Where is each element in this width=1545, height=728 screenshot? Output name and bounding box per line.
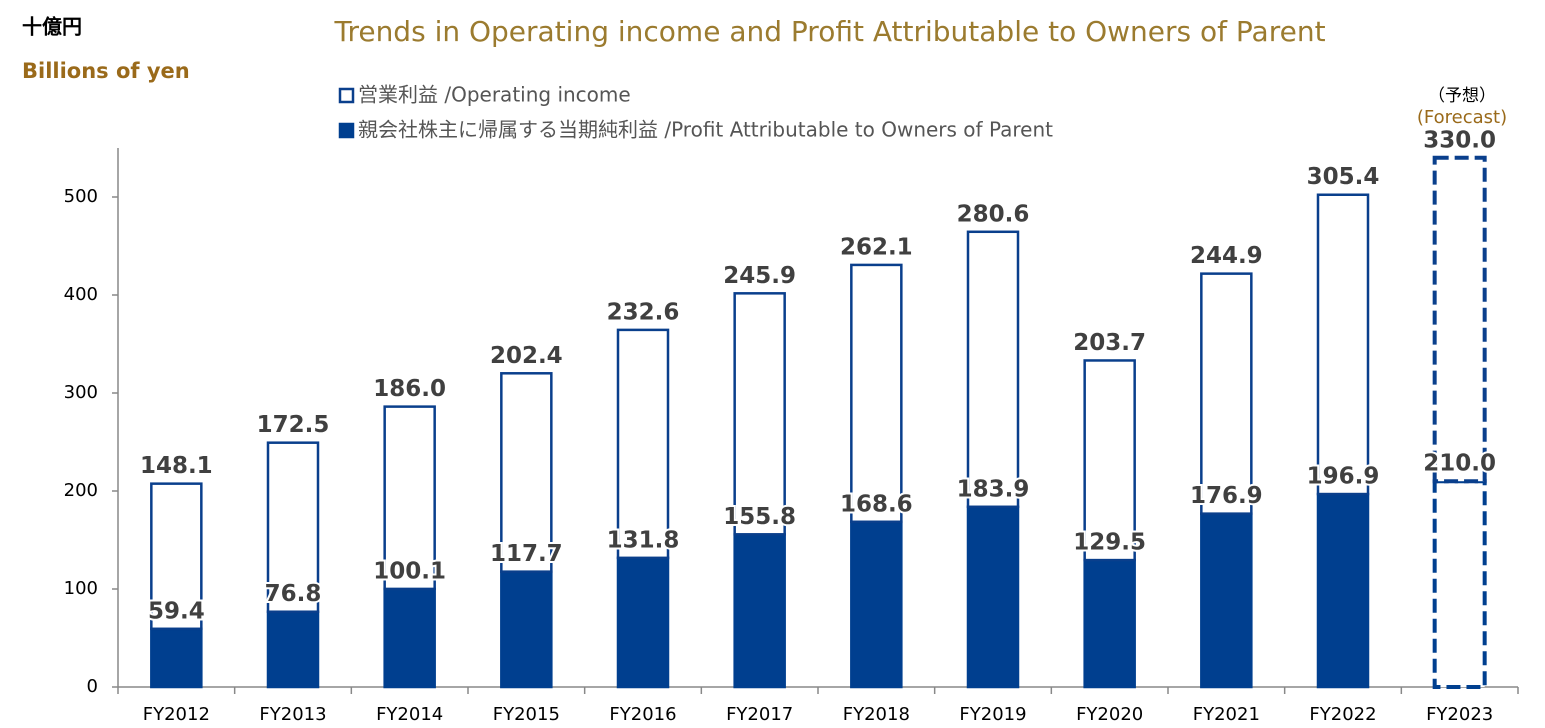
data-label: 59.4 bbox=[148, 598, 205, 624]
legend-label: 親会社株主に帰属する当期純利益 /Profit Attributable to … bbox=[358, 118, 1053, 142]
legend-label: 営業利益 /Operating income bbox=[358, 83, 631, 107]
data-label: 186.0 bbox=[373, 376, 446, 402]
y-tick-label: 400 bbox=[64, 284, 98, 305]
bar-segment bbox=[966, 230, 1020, 509]
bar-segment bbox=[383, 587, 436, 689]
bar-segment bbox=[850, 263, 903, 524]
bar-segment bbox=[616, 328, 670, 560]
x-tick-label: FY2017 bbox=[726, 704, 793, 725]
data-label: 172.5 bbox=[257, 412, 330, 438]
bar-segment bbox=[733, 533, 786, 689]
bar-segment bbox=[850, 520, 903, 689]
bar-segment bbox=[1316, 492, 1370, 689]
x-tick-label: FY2018 bbox=[843, 704, 910, 725]
bar-segment bbox=[150, 482, 203, 631]
bar-segment bbox=[266, 610, 320, 689]
data-label: 262.1 bbox=[840, 234, 913, 260]
bar-segment bbox=[1316, 193, 1370, 496]
x-tick-label: FY2020 bbox=[1076, 704, 1143, 725]
data-label: 210.0 bbox=[1423, 451, 1496, 477]
data-label: 131.8 bbox=[607, 527, 680, 553]
data-label: 196.9 bbox=[1307, 464, 1380, 490]
bar-segment bbox=[616, 556, 670, 689]
data-label: 168.6 bbox=[840, 491, 913, 517]
bar-segment bbox=[733, 292, 786, 536]
bar-segment bbox=[500, 372, 553, 573]
x-tick-label: FY2013 bbox=[259, 704, 326, 725]
bar-segment bbox=[1200, 512, 1253, 689]
data-label: 280.6 bbox=[957, 201, 1030, 227]
data-label: 100.1 bbox=[373, 558, 446, 584]
x-tick-label: FY2015 bbox=[493, 704, 560, 725]
data-label: 245.9 bbox=[723, 263, 796, 289]
data-label: 202.4 bbox=[490, 343, 563, 369]
data-label: 244.9 bbox=[1190, 243, 1263, 269]
legend-swatch bbox=[338, 122, 355, 139]
bar-segment bbox=[1432, 479, 1487, 690]
bar-segment bbox=[1083, 359, 1136, 562]
x-tick-label: FY2022 bbox=[1309, 704, 1376, 725]
data-label: 148.1 bbox=[140, 453, 213, 479]
x-tick-label: FY2014 bbox=[376, 704, 443, 725]
chart-title: Trends in Operating income and Profit At… bbox=[333, 15, 1325, 48]
y-tick-label: 200 bbox=[64, 480, 98, 501]
data-label: 330.0 bbox=[1423, 127, 1496, 153]
y-tick-label: 0 bbox=[87, 676, 98, 697]
unit-ja: 十億円 bbox=[22, 15, 82, 39]
unit-en: Billions of yen bbox=[22, 59, 190, 83]
x-tick-label: FY2016 bbox=[609, 704, 676, 725]
y-tick-label: 500 bbox=[64, 186, 98, 207]
bar-segment bbox=[383, 405, 436, 591]
bar-segment bbox=[266, 441, 320, 613]
forecast-label-ja: （予想） bbox=[1428, 86, 1496, 106]
data-label: 176.9 bbox=[1190, 483, 1263, 509]
bar-segment bbox=[1200, 272, 1253, 515]
data-label: 129.5 bbox=[1073, 530, 1146, 556]
data-label: 183.9 bbox=[957, 476, 1030, 502]
bar-segment bbox=[500, 570, 553, 689]
bar-segment bbox=[966, 505, 1020, 689]
data-label: 232.6 bbox=[607, 299, 680, 325]
data-label: 203.7 bbox=[1073, 330, 1146, 356]
x-tick-label: FY2023 bbox=[1426, 704, 1493, 725]
y-tick-label: 300 bbox=[64, 382, 98, 403]
legend-swatch bbox=[338, 87, 355, 104]
x-tick-label: FY2012 bbox=[143, 704, 210, 725]
data-label: 305.4 bbox=[1307, 164, 1380, 190]
data-label: 155.8 bbox=[723, 504, 796, 530]
data-label: 117.7 bbox=[490, 541, 563, 567]
x-tick-label: FY2019 bbox=[959, 704, 1026, 725]
y-tick-label: 100 bbox=[64, 578, 98, 599]
bar-segment bbox=[1083, 558, 1136, 689]
bar-segment bbox=[1432, 155, 1487, 484]
x-tick-label: FY2021 bbox=[1193, 704, 1260, 725]
bar-segment bbox=[150, 627, 203, 689]
data-label: 76.8 bbox=[265, 581, 322, 607]
forecast-label-en: (Forecast) bbox=[1417, 107, 1507, 128]
